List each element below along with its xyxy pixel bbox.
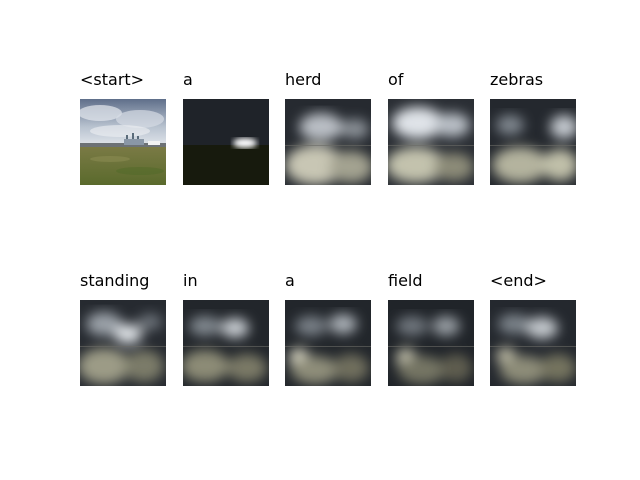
attention-map bbox=[183, 99, 269, 185]
attention-map bbox=[490, 300, 576, 386]
attention-map bbox=[183, 300, 269, 386]
word-label: zebras bbox=[490, 70, 544, 89]
word-label: <start> bbox=[80, 70, 145, 89]
word-label: a bbox=[183, 70, 193, 89]
word-label: herd bbox=[285, 70, 322, 89]
attention-map bbox=[388, 99, 474, 185]
attention-map bbox=[80, 300, 166, 386]
original-image bbox=[80, 99, 166, 185]
word-label: <end> bbox=[490, 271, 547, 290]
attention-map bbox=[285, 300, 371, 386]
word-label: of bbox=[388, 70, 404, 89]
attention-map bbox=[490, 99, 576, 185]
word-label: in bbox=[183, 271, 198, 290]
attention-map bbox=[388, 300, 474, 386]
word-label: field bbox=[388, 271, 423, 290]
word-label: a bbox=[285, 271, 295, 290]
word-label: standing bbox=[80, 271, 150, 290]
attention-map bbox=[285, 99, 371, 185]
